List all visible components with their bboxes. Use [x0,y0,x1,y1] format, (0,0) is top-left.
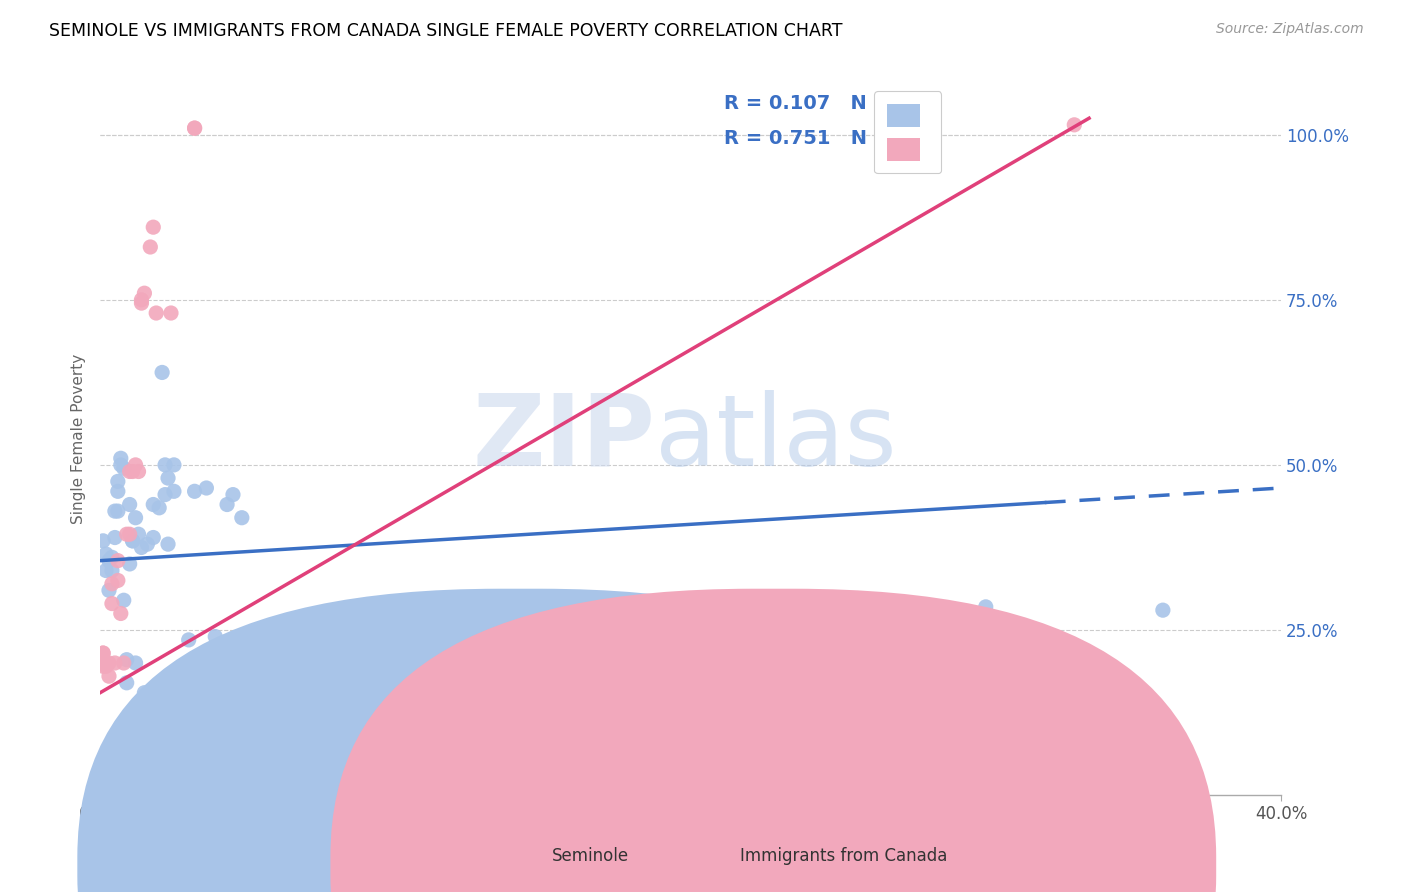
Point [183,121,205,136]
Point [228,649,250,664]
Point [110,451,132,466]
Point [131,296,153,310]
Point [148,500,170,515]
Point [142,220,165,235]
Point [195,481,218,495]
Point [183,484,205,499]
Point [124,510,146,524]
Point [107,475,129,489]
Point [115,675,138,690]
Point [110,607,132,621]
Point [110,458,132,472]
Point [177,632,200,647]
Point [107,484,129,499]
Point [134,686,156,700]
Y-axis label: Single Female Poverty: Single Female Poverty [72,353,86,524]
Point [153,458,176,472]
Point [112,461,135,475]
Point [107,554,129,568]
Point [94,659,117,673]
Point [118,527,141,541]
Point [128,465,150,479]
Point [172,689,194,703]
Point [131,293,153,307]
Point [136,537,159,551]
Point [128,527,150,541]
Legend: , : , [875,91,941,173]
Point [222,487,245,501]
Point [124,458,146,472]
Point [115,527,138,541]
Text: R = 0.751   N = 30: R = 0.751 N = 30 [724,129,924,148]
Point [207,669,229,683]
Point [91,659,114,673]
Point [163,458,186,472]
Text: Seminole: Seminole [553,847,628,865]
Text: Immigrants from Canada: Immigrants from Canada [740,847,948,865]
Point [121,533,143,548]
Point [157,471,180,485]
Point [121,533,143,548]
Point [1152,603,1174,617]
Point [142,531,165,545]
Point [98,669,121,683]
Point [101,597,124,611]
Point [142,498,165,512]
Point [118,498,141,512]
Point [104,504,127,518]
Point [104,656,127,670]
Point [139,240,162,254]
Point [183,121,205,136]
Text: ZIP: ZIP [472,390,655,487]
Point [98,583,121,598]
Point [112,593,135,607]
Point [98,554,121,568]
Point [201,692,224,706]
Point [121,465,143,479]
Point [163,484,186,499]
Point [98,656,121,670]
Point [153,487,176,501]
Point [118,557,141,571]
Point [101,550,124,565]
Point [974,599,997,614]
Point [115,653,138,667]
Text: Source: ZipAtlas.com: Source: ZipAtlas.com [1216,22,1364,37]
Point [91,646,114,660]
Point [112,656,135,670]
Point [91,533,114,548]
Point [101,576,124,591]
Point [107,504,129,518]
Point [157,537,180,551]
Point [1063,118,1085,132]
Point [107,574,129,588]
Point [94,547,117,561]
Point [131,541,153,555]
Point [124,656,146,670]
Point [94,564,117,578]
Point [160,306,183,320]
Point [215,498,238,512]
Point [94,656,117,670]
Point [104,531,127,545]
Point [231,510,253,524]
Point [236,689,259,703]
Point [145,306,167,320]
Point [91,646,114,660]
Text: atlas: atlas [655,390,897,487]
Text: R = 0.107   N = 52: R = 0.107 N = 52 [724,94,924,112]
Text: SEMINOLE VS IMMIGRANTS FROM CANADA SINGLE FEMALE POVERTY CORRELATION CHART: SEMINOLE VS IMMIGRANTS FROM CANADA SINGL… [49,22,842,40]
Point [150,366,173,380]
Point [134,286,156,301]
Point [118,465,141,479]
Point [204,630,226,644]
Point [101,564,124,578]
